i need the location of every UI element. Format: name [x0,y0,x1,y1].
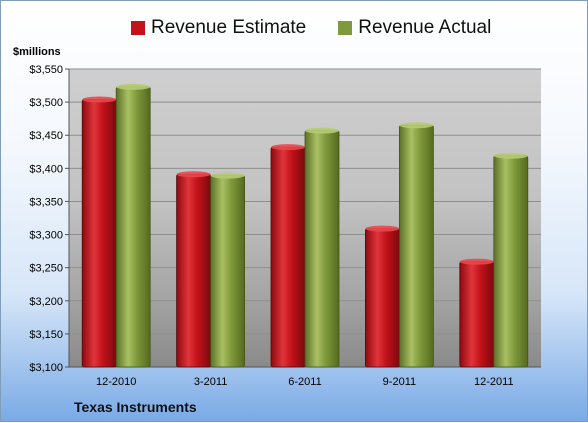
x-tick-label: 9-2011 [383,376,416,388]
bar-revenue-actual [304,130,340,368]
bar-top-actual [399,122,434,129]
legend-item-actual: Revenue Actual [338,17,491,39]
company-name: Texas Instruments [74,399,197,415]
y-tick-label: $3,450 [29,130,63,142]
bar-revenue-actual [210,175,246,368]
y-tick-label: $3,350 [29,196,63,208]
bar-top-estimate [365,225,400,232]
y-tick-label: $3,550 [29,64,63,76]
bar-revenue-estimate [81,99,117,368]
y-tick-label: $3,500 [29,97,63,109]
x-tick-label: 12-2010 [96,376,136,388]
bar-top-actual [493,152,528,159]
bar-top-actual [116,83,151,90]
bar-revenue-actual [398,124,434,368]
y-tick-label: $3,150 [29,329,63,341]
bar-top-estimate [271,144,305,151]
legend-swatch-actual [338,21,353,35]
y-tick-label: $3,200 [29,296,63,308]
bar-revenue-actual [493,155,529,368]
legend-label-actual: Revenue Actual [358,17,492,38]
bar-revenue-estimate [270,146,306,368]
y-tick-label: $3,250 [29,263,63,275]
y-axis-label: $millions [13,46,61,58]
y-tick-label: $3,400 [29,163,63,175]
bar-top-actual [210,172,245,179]
x-tick-label: 12-2011 [474,376,514,388]
bar-revenue-actual [115,86,151,368]
legend-swatch-estimate [131,21,145,35]
bar-revenue-estimate [176,173,212,368]
x-tick-label: 6-2011 [288,376,321,388]
bar-top-estimate [459,258,494,265]
x-tick-label: 3-2011 [194,376,227,388]
y-tick-label: $3,100 [29,362,63,374]
bar-top-estimate [176,171,211,178]
bar-revenue-estimate [459,261,495,368]
legend-item-estimate: Revenue Estimate [131,17,306,39]
bar-top-actual [305,127,339,134]
legend: Revenue Estimate Revenue Actual [131,17,491,39]
legend-label-estimate: Revenue Estimate [151,17,307,38]
bar-top-estimate [82,96,117,103]
y-tick-label: $3,300 [29,230,63,242]
bar-revenue-estimate [364,228,400,368]
